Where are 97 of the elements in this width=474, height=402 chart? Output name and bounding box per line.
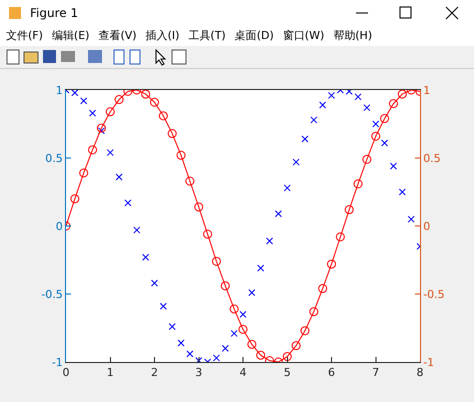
point <box>371 132 380 141</box>
text: 查看(V) <box>98 29 137 42</box>
point <box>230 330 238 337</box>
point <box>98 127 105 134</box>
point <box>240 310 246 318</box>
x-tick-label: 3 <box>195 366 202 380</box>
point <box>133 226 140 234</box>
point <box>247 340 256 349</box>
point <box>238 324 248 334</box>
point <box>248 289 256 296</box>
point <box>124 199 132 206</box>
point <box>408 216 415 223</box>
point <box>274 210 282 218</box>
point <box>114 95 124 104</box>
y-tick-label: 1 <box>56 84 63 97</box>
y-tick-label: -0.5 <box>41 288 63 301</box>
point <box>256 350 266 360</box>
y2-tick-label: 0.5 <box>423 152 441 165</box>
point <box>203 230 212 239</box>
x-tick-label: 6 <box>328 366 335 380</box>
point <box>380 114 390 124</box>
caption: Figure 1 <box>30 6 78 20</box>
text: 帮助(H) <box>333 29 372 42</box>
text: 桌面(D) <box>234 29 274 42</box>
point <box>318 284 328 294</box>
point <box>176 150 186 160</box>
x-tick-label: 7 <box>372 366 380 380</box>
point <box>284 184 291 192</box>
point <box>292 341 301 350</box>
point <box>266 237 274 244</box>
y-tick-label: 0 <box>56 220 63 233</box>
point <box>388 99 398 108</box>
line-series <box>66 90 420 362</box>
point <box>344 205 354 214</box>
point <box>71 90 78 96</box>
point <box>79 168 88 178</box>
point <box>96 124 106 133</box>
point <box>186 350 194 358</box>
text: 工具(T) <box>188 29 226 42</box>
text: 插入(I) <box>146 29 180 42</box>
point <box>381 140 388 147</box>
point <box>292 158 300 166</box>
point <box>354 93 362 100</box>
y2-tick-label: -0.5 <box>423 288 445 301</box>
point <box>89 110 96 117</box>
y-tick-label: -1 <box>52 356 63 369</box>
point <box>158 111 168 120</box>
x-tick-label: 2 <box>151 366 158 380</box>
point <box>194 202 204 212</box>
point <box>178 339 185 346</box>
x-tick-label: 1 <box>106 366 114 380</box>
point <box>70 194 80 204</box>
point <box>151 280 158 287</box>
point <box>160 302 167 310</box>
y-tick-label: 0.5 <box>45 152 63 165</box>
y2-tick-label: 1 <box>423 84 430 97</box>
point <box>150 98 159 107</box>
point <box>116 174 123 181</box>
point <box>230 304 239 314</box>
point <box>398 188 406 196</box>
point <box>336 232 345 242</box>
point <box>222 344 229 352</box>
point <box>80 97 88 104</box>
text: 文件(F) <box>6 29 43 42</box>
point <box>142 254 150 261</box>
point <box>310 116 318 124</box>
point <box>257 264 264 272</box>
point <box>141 90 150 99</box>
y2-tick-label: -1 <box>423 356 434 369</box>
point <box>390 162 397 170</box>
point <box>168 129 177 138</box>
point <box>372 120 380 128</box>
point <box>327 260 336 269</box>
point <box>301 135 308 142</box>
point <box>354 179 363 188</box>
point <box>168 323 176 330</box>
text: 编辑(E) <box>52 29 90 42</box>
x-tick-label: 8 <box>416 366 424 380</box>
point <box>363 104 370 112</box>
point <box>319 101 326 108</box>
point <box>88 145 98 154</box>
point <box>220 281 230 290</box>
point <box>282 352 292 362</box>
point <box>309 307 318 316</box>
y2-tick-label: 0 <box>423 220 430 233</box>
point <box>212 256 221 266</box>
point <box>398 90 407 99</box>
x-tick-label: 4 <box>240 366 246 380</box>
point <box>362 154 372 164</box>
point <box>328 92 335 99</box>
x-tick-label: 5 <box>284 366 291 380</box>
point <box>300 326 310 336</box>
text: 窗口(W) <box>282 29 324 42</box>
point <box>185 176 194 186</box>
point <box>106 107 115 116</box>
point <box>212 354 220 362</box>
point <box>106 149 114 156</box>
